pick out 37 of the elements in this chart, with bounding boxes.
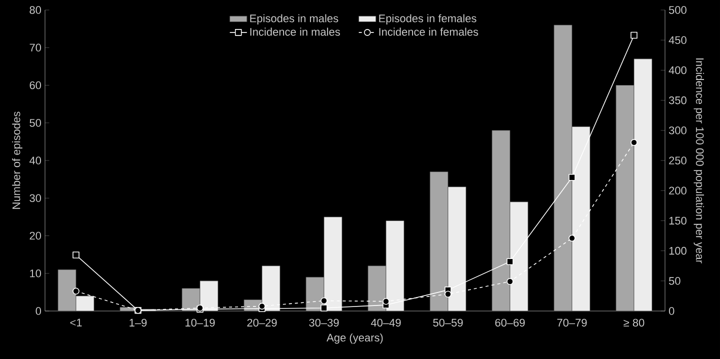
x-tick-label: 60–69	[495, 318, 525, 327]
y-tick-label: 10	[30, 269, 42, 278]
y2-tick-label: 100	[669, 246, 686, 255]
y2-tick-label: 400	[668, 66, 686, 74]
y-tick-label: 50	[30, 119, 42, 127]
y-tick-label: 20	[30, 232, 42, 240]
y2-tick-label: 450	[668, 36, 686, 44]
y-tick-label: 0	[36, 307, 42, 315]
legend-label: Episodes in females	[379, 14, 476, 24]
legend-label: Incidence in males	[250, 28, 340, 36]
x-tick-label: 40–49	[370, 318, 401, 327]
x-tick-label: 70–79	[557, 318, 587, 327]
x-tick-label: ≥ 80	[624, 318, 644, 327]
y2-tick-label: 500	[668, 6, 686, 14]
x-tick-label: 50–59	[433, 318, 463, 327]
y2-tick-label: 300	[668, 126, 686, 134]
x-tick-label: 30–39	[309, 318, 339, 327]
y2-tick-label: 350	[668, 96, 686, 104]
x-tick-label: 20–29	[247, 318, 277, 327]
x-tick-label: 10–19	[186, 318, 215, 327]
x-tick-label: <1	[70, 318, 82, 326]
y2-tick-label: 0	[668, 307, 674, 315]
y2-axis-title: Incidence per 100 000 population per year	[694, 58, 704, 264]
y-tick-label: 60	[30, 81, 42, 90]
legend-label: Incidence in females	[379, 28, 478, 36]
legend-label: Episodes in males	[250, 14, 338, 24]
y2-tick-label: 150	[669, 216, 686, 225]
y2-tick-label: 250	[669, 156, 686, 164]
y-tick-label: 30	[30, 194, 42, 202]
y2-tick-label: 200	[669, 186, 686, 194]
y-axis-title: Number of episodes	[12, 112, 22, 209]
x-tick-label: 1–9	[130, 318, 147, 327]
y-tick-label: 70	[30, 44, 42, 52]
y-tick-label: 40	[29, 156, 42, 164]
x-axis-title: Age (years)	[326, 333, 383, 344]
y-tick-label: 80	[30, 6, 42, 14]
y2-tick-label: 50	[668, 277, 680, 285]
